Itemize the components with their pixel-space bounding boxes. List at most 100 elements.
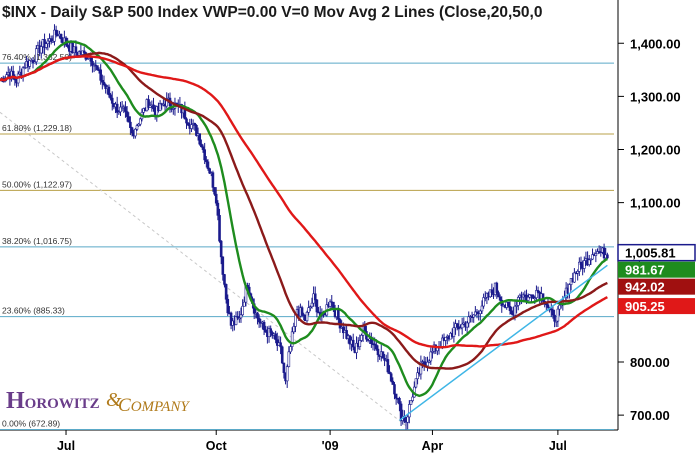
price-badge: [618, 298, 695, 315]
candle-body: [221, 256, 225, 275]
price-badge-label: 942.02: [625, 280, 665, 295]
candle-body: [125, 111, 129, 117]
candle-body: [205, 159, 208, 163]
candle-body: [292, 326, 296, 333]
candle-body: [185, 118, 188, 124]
candle-body: [553, 314, 556, 322]
candle-body: [375, 344, 378, 350]
candle-body: [203, 149, 206, 161]
logo-letter-h: H: [6, 388, 25, 414]
candle-body: [355, 342, 358, 353]
candle-body: [351, 339, 355, 348]
candle-body: [214, 193, 218, 204]
candle-body: [546, 304, 550, 308]
candle-body: [305, 312, 309, 322]
candle-body: [91, 61, 94, 66]
candle-body: [239, 314, 243, 319]
candle-body: [576, 271, 579, 274]
price-tick-label: 1,100.00: [630, 196, 681, 211]
candle-body: [53, 29, 56, 42]
logo-word-orowitz: OROWITZ: [25, 396, 100, 412]
candle-body: [44, 43, 48, 48]
logo: HOROWITZ & COMPANY: [6, 388, 190, 416]
candle-body: [386, 359, 390, 373]
candle-body: [193, 123, 197, 126]
candle-body: [594, 253, 598, 256]
candle-body: [426, 361, 429, 367]
candle-body: [21, 67, 25, 77]
candle-body: [35, 48, 38, 63]
candle-body: [54, 29, 58, 36]
candle-body: [256, 312, 259, 319]
candle-body: [226, 298, 230, 314]
price-badges: 1,005.81 981.67 942.02 905.25: [617, 243, 696, 315]
candle-body: [551, 309, 555, 316]
candle-body: [399, 403, 403, 421]
candle-body: [482, 297, 485, 307]
svg-text:COMPANY: COMPANY: [118, 395, 190, 416]
candle-body: [238, 317, 241, 320]
candle-body: [558, 304, 561, 310]
candle-body: [110, 97, 114, 104]
candle-body: [360, 335, 363, 341]
candle-body: [33, 61, 36, 64]
candle-body: [241, 305, 244, 316]
candle-body: [431, 351, 434, 353]
candle-body: [429, 351, 433, 362]
candle-body: [109, 94, 112, 99]
candle-body: [507, 301, 510, 307]
candle-body: [373, 343, 376, 346]
candle-body: [535, 290, 538, 299]
fib-level-label: 38.20% (1,016.75): [2, 236, 72, 246]
candles: [0, 24, 609, 430]
candle-body: [208, 168, 211, 174]
price-badge-label: 905.25: [625, 299, 665, 314]
candle-body: [411, 396, 414, 401]
candle-body: [495, 282, 499, 293]
candle-body: [398, 397, 401, 405]
candle-body: [406, 416, 409, 423]
candle-body: [257, 317, 261, 323]
candle-body: [119, 106, 122, 113]
candle-body: [568, 284, 571, 294]
candle-body: [508, 305, 512, 312]
candle-body: [376, 348, 380, 356]
candle-body: [300, 307, 304, 315]
candle-body: [414, 378, 418, 388]
candle-body: [515, 305, 518, 307]
candle-body: [82, 50, 86, 53]
candle-body: [393, 384, 396, 395]
candle-body: [536, 290, 540, 293]
candle-body: [459, 327, 462, 330]
candle-body: [313, 293, 317, 301]
candle-body: [224, 284, 228, 300]
moving-average-line: [0, 51, 608, 370]
logo-word-ompany: OMPANY: [131, 399, 191, 415]
candle-body: [96, 65, 99, 70]
candle-body: [315, 299, 319, 313]
price-tick-label: 1,400.00: [630, 36, 681, 51]
candle-body: [124, 106, 127, 112]
candle-body: [264, 329, 268, 333]
candle-body: [472, 314, 476, 318]
candle-body: [200, 143, 203, 148]
price-tick-label: 1,200.00: [630, 143, 681, 158]
candle-body: [328, 301, 332, 307]
candle-body: [236, 316, 239, 319]
price-badge: [617, 243, 696, 262]
candle-body: [115, 103, 119, 113]
candle-body: [46, 40, 50, 44]
svg-text:HOROWITZ: HOROWITZ: [6, 388, 100, 414]
candle-body: [201, 146, 205, 150]
candle-body: [337, 309, 340, 320]
moving-average-line: [0, 55, 608, 349]
candle-body: [531, 294, 535, 299]
candle-body: [195, 125, 198, 136]
candle-body: [287, 351, 291, 367]
lines: [0, 40, 608, 422]
descending-trend-line: [0, 111, 407, 427]
candle-body: [479, 310, 482, 315]
candle-body: [579, 261, 583, 266]
candle-body: [289, 346, 292, 353]
